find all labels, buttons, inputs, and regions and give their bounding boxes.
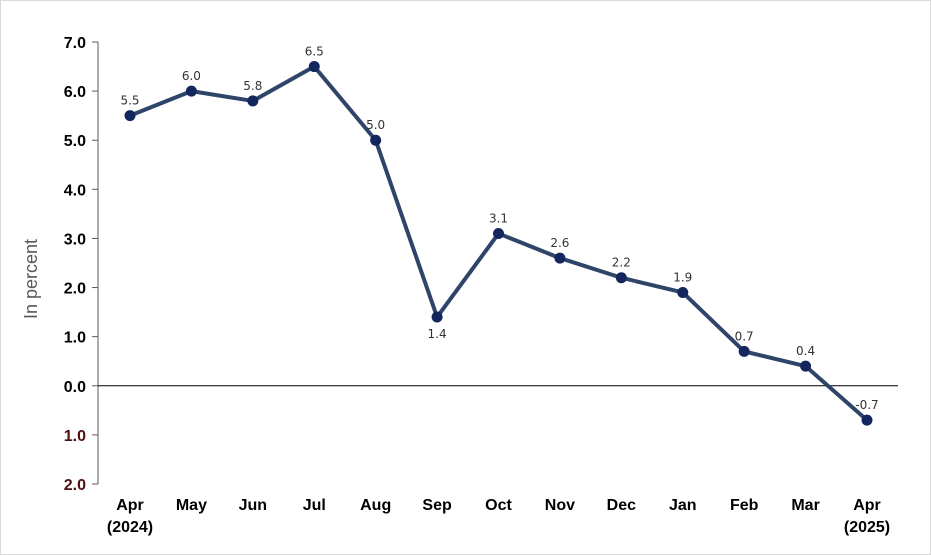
y-tick-label: 1.0 — [64, 428, 86, 445]
x-tick-label: Dec — [607, 497, 636, 514]
data-point — [677, 286, 689, 298]
x-tick-label: Jan — [669, 497, 697, 514]
data-label: 5.8 — [243, 79, 262, 93]
x-tick-label: Apr (2025) — [844, 497, 890, 536]
data-label: 1.9 — [673, 270, 692, 284]
y-tick-label: 2.0 — [64, 281, 86, 298]
data-label: 6.5 — [305, 45, 324, 59]
data-point — [738, 345, 750, 357]
data-point — [861, 414, 873, 426]
y-tick-label: 4.0 — [64, 182, 86, 199]
y-tick-label: 3.0 — [64, 231, 86, 248]
data-label: -0.7 — [855, 398, 878, 412]
y-tick-label: 7.0 — [64, 35, 86, 52]
data-label: 0.7 — [735, 329, 754, 343]
y-tick-label: 1.0 — [64, 330, 86, 347]
y-tick-label: 6.0 — [64, 84, 86, 101]
data-point — [185, 85, 197, 97]
y-axis-label: In percent — [21, 239, 41, 319]
data-label: 0.4 — [796, 344, 815, 358]
x-tick-label: Nov — [545, 497, 575, 514]
data-point — [124, 110, 136, 122]
data-point — [493, 228, 504, 240]
x-axis: Apr (2024) May Jun Jul Aug Sep Oct Nov Dec Jan Feb M… — [98, 385, 898, 536]
x-tick-label: May — [176, 497, 207, 514]
data-point — [554, 252, 566, 264]
x-tick-label: Mar — [791, 497, 819, 514]
data-label: 5.0 — [366, 118, 385, 132]
data-label: 2.2 — [612, 256, 631, 270]
data-label: 3.1 — [489, 212, 508, 226]
data-labels: 5.5 6.0 5.8 6.5 5.0 1.4 3.1 2.6 2.2 1.9 0.7 0.4 -0.7 — [120, 45, 878, 413]
data-point — [247, 95, 259, 107]
data-point — [800, 360, 812, 372]
y-axis: 7.0 6.0 5.0 4.0 3.0 2.0 1.0 0.0 1.0 2.0 — [64, 35, 99, 494]
x-tick-label: Jul — [303, 497, 326, 514]
data-label: 6.0 — [182, 69, 201, 83]
series-markers — [124, 61, 873, 426]
x-tick-label: Feb — [730, 497, 759, 514]
y-tick-label: 5.0 — [64, 133, 86, 150]
x-tick-label: Aug — [360, 497, 391, 514]
x-tick-label: Jun — [239, 497, 267, 514]
data-label: 2.6 — [550, 236, 569, 250]
data-point — [615, 272, 627, 284]
data-point — [370, 134, 382, 146]
series-line — [128, 64, 869, 423]
data-label: 1.4 — [428, 327, 447, 341]
data-point — [308, 61, 320, 73]
y-tick-label: 0.0 — [64, 379, 86, 396]
data-point — [431, 311, 443, 323]
x-tick-label: Apr (2024) — [107, 497, 153, 536]
data-label: 5.5 — [120, 94, 139, 108]
x-tick-label: Oct — [485, 497, 512, 514]
series-line-path — [128, 64, 869, 423]
x-tick-label: Sep — [422, 497, 452, 514]
y-tick-label: 2.0 — [64, 477, 86, 494]
